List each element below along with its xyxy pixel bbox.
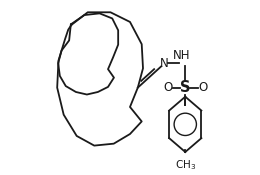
Text: NH: NH bbox=[173, 49, 191, 62]
Text: N: N bbox=[159, 57, 168, 70]
Text: S: S bbox=[180, 80, 191, 95]
Text: CH$_3$: CH$_3$ bbox=[175, 158, 196, 172]
Text: O: O bbox=[163, 81, 172, 94]
Text: O: O bbox=[198, 81, 207, 94]
